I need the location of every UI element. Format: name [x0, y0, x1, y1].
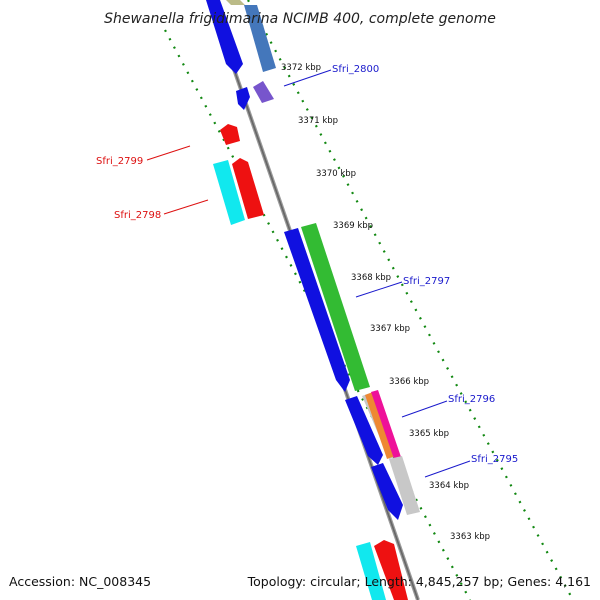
gene-label-sfri-2799[interactable]: Sfri_2799: [96, 156, 143, 167]
gene-label-sfri-2795[interactable]: Sfri_2795: [471, 454, 518, 465]
gene-labels: Sfri_2800 Sfri_2799 Sfri_2798 Sfri_2797 …: [96, 64, 518, 478]
leader-line: [424, 460, 471, 478]
cds-blue-sfri-2797: [284, 228, 350, 392]
tick-label: 3367 kbp: [370, 324, 410, 334]
cds-olive-top: [226, 0, 245, 5]
cds-blue-top: [206, 0, 243, 74]
accession-text: Accession: NC_008345: [9, 574, 152, 589]
gene-label-sfri-2797[interactable]: Sfri_2797: [403, 276, 450, 287]
tick-label: 3364 kbp: [429, 481, 469, 491]
cds-steel-top: [244, 5, 276, 72]
tick-label: 3365 kbp: [409, 429, 449, 439]
summary-text: Topology: circular; Length: 4,845,257 bp…: [247, 574, 591, 589]
tick-label: 3368 kbp: [351, 273, 391, 283]
cds-cyan-bottom: [356, 542, 386, 600]
tick-label: 3371 kbp: [298, 116, 338, 126]
cds-gray-sfri-2795: [389, 456, 420, 515]
gene-features: [206, 0, 420, 600]
cds-green: [301, 223, 370, 391]
cds-red-sfri-2798: [232, 158, 264, 219]
cds-red-sfri-2799: [220, 124, 240, 145]
leader-line: [283, 69, 332, 87]
leader-line: [401, 400, 448, 418]
tick-label: 3369 kbp: [333, 221, 373, 231]
leader-line: [355, 281, 403, 298]
cds-magenta: [371, 390, 401, 459]
cds-purple: [253, 81, 274, 103]
gene-label-sfri-2800[interactable]: Sfri_2800: [332, 64, 379, 75]
gene-label-sfri-2798[interactable]: Sfri_2798: [114, 210, 161, 221]
cds-blue-sfri-2795: [371, 463, 403, 520]
leader-line: [163, 199, 209, 215]
tick-label: 3370 kbp: [316, 169, 356, 179]
tick-labels: 3372 kbp 3371 kbp 3370 kbp 3369 kbp 3368…: [281, 63, 490, 542]
gene-label-sfri-2796[interactable]: Sfri_2796: [448, 394, 495, 405]
leader-line: [146, 145, 191, 161]
cds-red-bottom: [374, 540, 408, 600]
cds-cyan-sfri-2798: [213, 160, 245, 225]
tick-label: 3372 kbp: [281, 63, 321, 73]
tick-label: 3363 kbp: [450, 532, 490, 542]
tick-label: 3366 kbp: [389, 377, 429, 387]
cds-blue-sfri-2796: [345, 396, 383, 465]
cds-orange: [365, 392, 395, 459]
cds-blue-sfri-2800: [236, 87, 250, 110]
map-title: Shewanella frigidimarina NCIMB 400, comp…: [104, 11, 496, 27]
